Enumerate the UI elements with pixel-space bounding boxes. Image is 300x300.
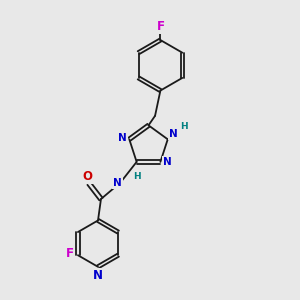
Text: N: N bbox=[169, 129, 178, 139]
Text: F: F bbox=[156, 20, 164, 33]
Text: O: O bbox=[82, 170, 93, 183]
Text: N: N bbox=[93, 268, 103, 282]
Text: F: F bbox=[66, 247, 74, 260]
Text: H: H bbox=[180, 122, 188, 131]
Text: H: H bbox=[133, 172, 140, 181]
Text: N: N bbox=[163, 157, 171, 167]
Text: N: N bbox=[118, 133, 127, 143]
Text: N: N bbox=[113, 178, 122, 188]
